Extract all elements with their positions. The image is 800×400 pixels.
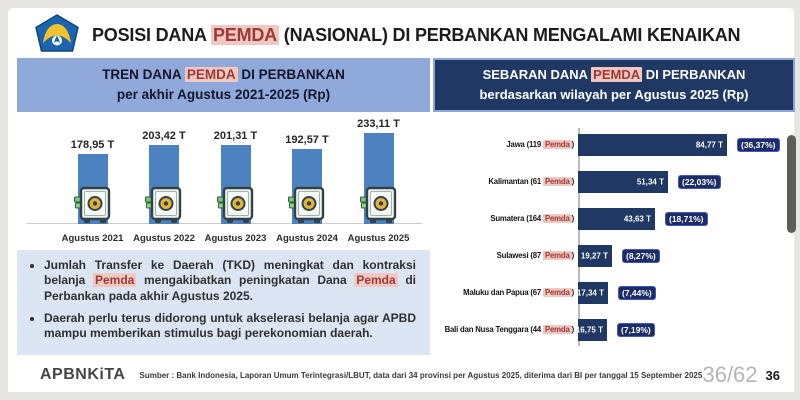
main-header: POSISI DANA PEMDA (NASIONAL) DI PERBANKA… [34, 12, 741, 58]
bar-value-label: 203,42 T [142, 130, 186, 142]
percentage-badge: (22,03%) [678, 174, 721, 189]
highlighted-term: PEMDA [210, 24, 279, 45]
text-segment: POSISI DANA [92, 24, 211, 45]
bar-category-label: Agustus 2021 [61, 233, 124, 244]
note-item: Daerah perlu terus didorong untuk aksele… [44, 311, 416, 342]
tren-panel: TREN DANA PEMDA DI PERBANKAN per akhir A… [17, 58, 430, 355]
sebaran-panel: SEBARAN DANA PEMDA DI PERBANKAN berdasar… [433, 58, 795, 348]
text-segment: Daerah perlu terus didorong untuk aksele… [44, 311, 416, 341]
tren-header-line1: TREN DANA PEMDA DI PERBANKAN [102, 65, 345, 85]
bar-value-label: 19,27 T [580, 251, 608, 260]
highlighted-term: Pemda [543, 325, 572, 334]
scrollbar-thumb[interactable] [787, 135, 796, 233]
slide: POSISI DANA PEMDA (NASIONAL) DI PERBANKA… [8, 8, 795, 392]
page-number: 36 [765, 367, 780, 383]
region-bar-row: Kalimantan (61 Pemda) 51,34 T (22,03%) [433, 163, 795, 200]
sebaran-header-line2: berdasarkan wilayah per Agustus 2025 (Rp… [479, 87, 749, 102]
notes-list: Jumlah Transfer ke Daerah (TKD) meningka… [27, 258, 416, 342]
source-note: Sumber : Bank Indonesia, Laporan Umum Te… [139, 370, 703, 380]
bar-category-label: Agustus 2022 [133, 233, 195, 244]
bar-category-label: Agustus 2023 [204, 233, 267, 244]
value-bar: 16,75 T [575, 318, 607, 341]
highlighted-term: Pemda [93, 273, 137, 288]
region-bar-row: Sulawesi (87 Pemda) 19,27 T (8,27%) [433, 237, 795, 274]
value-bar: 19,27 T [578, 244, 612, 267]
region-bar-row: Sumatera (164 Pemda) 43,63 T (18,71%) [433, 200, 795, 237]
tren-header-line2: per akhir Agustus 2021-2025 (Rp) [116, 87, 331, 102]
percentage-badge: (36,37%) [737, 137, 780, 152]
bar-value-label: 201,31 T [213, 130, 258, 142]
region-label: Bali dan Nusa Tenggara (44 Pemda) [444, 325, 574, 334]
highlighted-term: Pemda [543, 214, 572, 223]
kemenkeu-logo-icon [34, 13, 80, 57]
sebaran-header-line1: SEBARAN DANA PEMDA DI PERBANKAN [482, 65, 746, 85]
value-bar: 84,77 T [578, 133, 727, 156]
region-bar-row: Bali dan Nusa Tenggara (44 Pemda) 16,75 T… [433, 311, 795, 348]
vault-icon [73, 184, 112, 224]
bar-value-label: 16,75 T [575, 325, 603, 334]
percentage-badge: (7,44%) [618, 285, 656, 300]
slide-counter: 36/62 [702, 362, 758, 387]
highlighted-term: Pemda [543, 251, 572, 260]
tren-bar-chart: 178,95 T Agustus 2021 203,42 T Agustus 2022… [17, 112, 430, 246]
percentage-badge: (18,71%) [665, 211, 708, 226]
text-segment: TREN DANA [102, 66, 185, 82]
bar-track: 84,77 T (36,37%) [578, 133, 795, 156]
text-segment: Jumlah Transfer ke Daerah (TKD) meningka… [44, 258, 416, 288]
highlighted-term: PEMDA [591, 66, 643, 82]
bar-value-label: 84,77 T [695, 140, 723, 149]
footer: APBNKiTA Sumber : Bank Indonesia, Lapora… [8, 358, 794, 392]
bar-track: 16,75 T (7,19%) [575, 318, 795, 341]
bar-category-label: Agustus 2025 [347, 233, 410, 244]
region-label: Maluku dan Papua (67 Pemda) [463, 288, 574, 297]
bar-value-label: 178,95 T [70, 139, 115, 151]
percentage-badge: (8,27%) [622, 248, 660, 263]
text-segment: di Perbankan pada akhir Agustus 2025. [44, 273, 416, 303]
page-title: POSISI DANA PEMDA (NASIONAL) DI PERBANKA… [92, 24, 741, 46]
text-segment: (NASIONAL) DI PERBANKAN MENGALAMI KENAIK… [278, 24, 741, 45]
bar-value-label: 43,63 T [623, 214, 651, 223]
vault-icon [359, 184, 398, 224]
bar-value-label: 51,34 T [636, 177, 664, 186]
highlighted-term: PEMDA [184, 66, 238, 82]
apbnkita-logo: APBNKiTA [40, 366, 126, 383]
bar-track: 17,34 T (7,44%) [576, 281, 795, 304]
region-label: Jawa (119 Pemda) [506, 140, 574, 149]
text-segment: SEBARAN DANA [482, 66, 592, 82]
region-label: Sumatera (164 Pemda) [490, 214, 574, 223]
note-item: Jumlah Transfer ke Daerah (TKD) meningka… [44, 258, 416, 304]
vault-icon [145, 184, 183, 224]
bar-track: 19,27 T (8,27%) [578, 244, 795, 267]
tren-panel-header: TREN DANA PEMDA DI PERBANKAN per akhir A… [17, 58, 430, 112]
highlighted-term: Pemda [543, 140, 572, 149]
vault-icon [216, 184, 255, 224]
bar-track: 43,63 T (18,71%) [578, 207, 795, 230]
percentage-badge: (7,19%) [617, 322, 655, 337]
text-segment: DI PERBANKAN [642, 66, 746, 82]
bar-category-label: Agustus 2024 [276, 233, 338, 244]
bar-value-label: 233,11 T [357, 118, 400, 130]
vault-icon [288, 184, 326, 224]
region-bar-row: Maluku dan Papua (67 Pemda) 17,34 T (7,44%… [433, 274, 795, 311]
bar-value-label: 192,57 T [285, 134, 329, 146]
highlighted-term: Pemda [543, 288, 572, 297]
notes-box: Jumlah Transfer ke Daerah (TKD) meningka… [17, 250, 430, 355]
value-bar: 43,63 T [578, 207, 655, 230]
sebaran-bar-chart: Jawa (119 Pemda) 84,77 T (36,37%) Kalimanta… [433, 126, 795, 348]
value-bar: 51,34 T [578, 170, 668, 193]
region-bar-row: Jawa (119 Pemda) 84,77 T (36,37%) [433, 126, 795, 163]
bar-value-label: 17,34 T [576, 288, 604, 297]
highlighted-term: Pemda [354, 273, 398, 288]
sebaran-panel-header: SEBARAN DANA PEMDA DI PERBANKAN berdasar… [433, 58, 795, 112]
chart-axis-line [578, 128, 580, 346]
text-segment: mengakibatkan peningkatan Dana [136, 273, 355, 288]
region-label: Kalimantan (61 Pemda) [488, 177, 574, 186]
highlighted-term: Pemda [543, 177, 572, 186]
bar-track: 51,34 T (22,03%) [578, 170, 795, 193]
region-label: Sulawesi (87 Pemda) [496, 251, 574, 260]
text-segment: DI PERBANKAN [237, 66, 345, 82]
value-bar: 17,34 T [576, 281, 608, 304]
